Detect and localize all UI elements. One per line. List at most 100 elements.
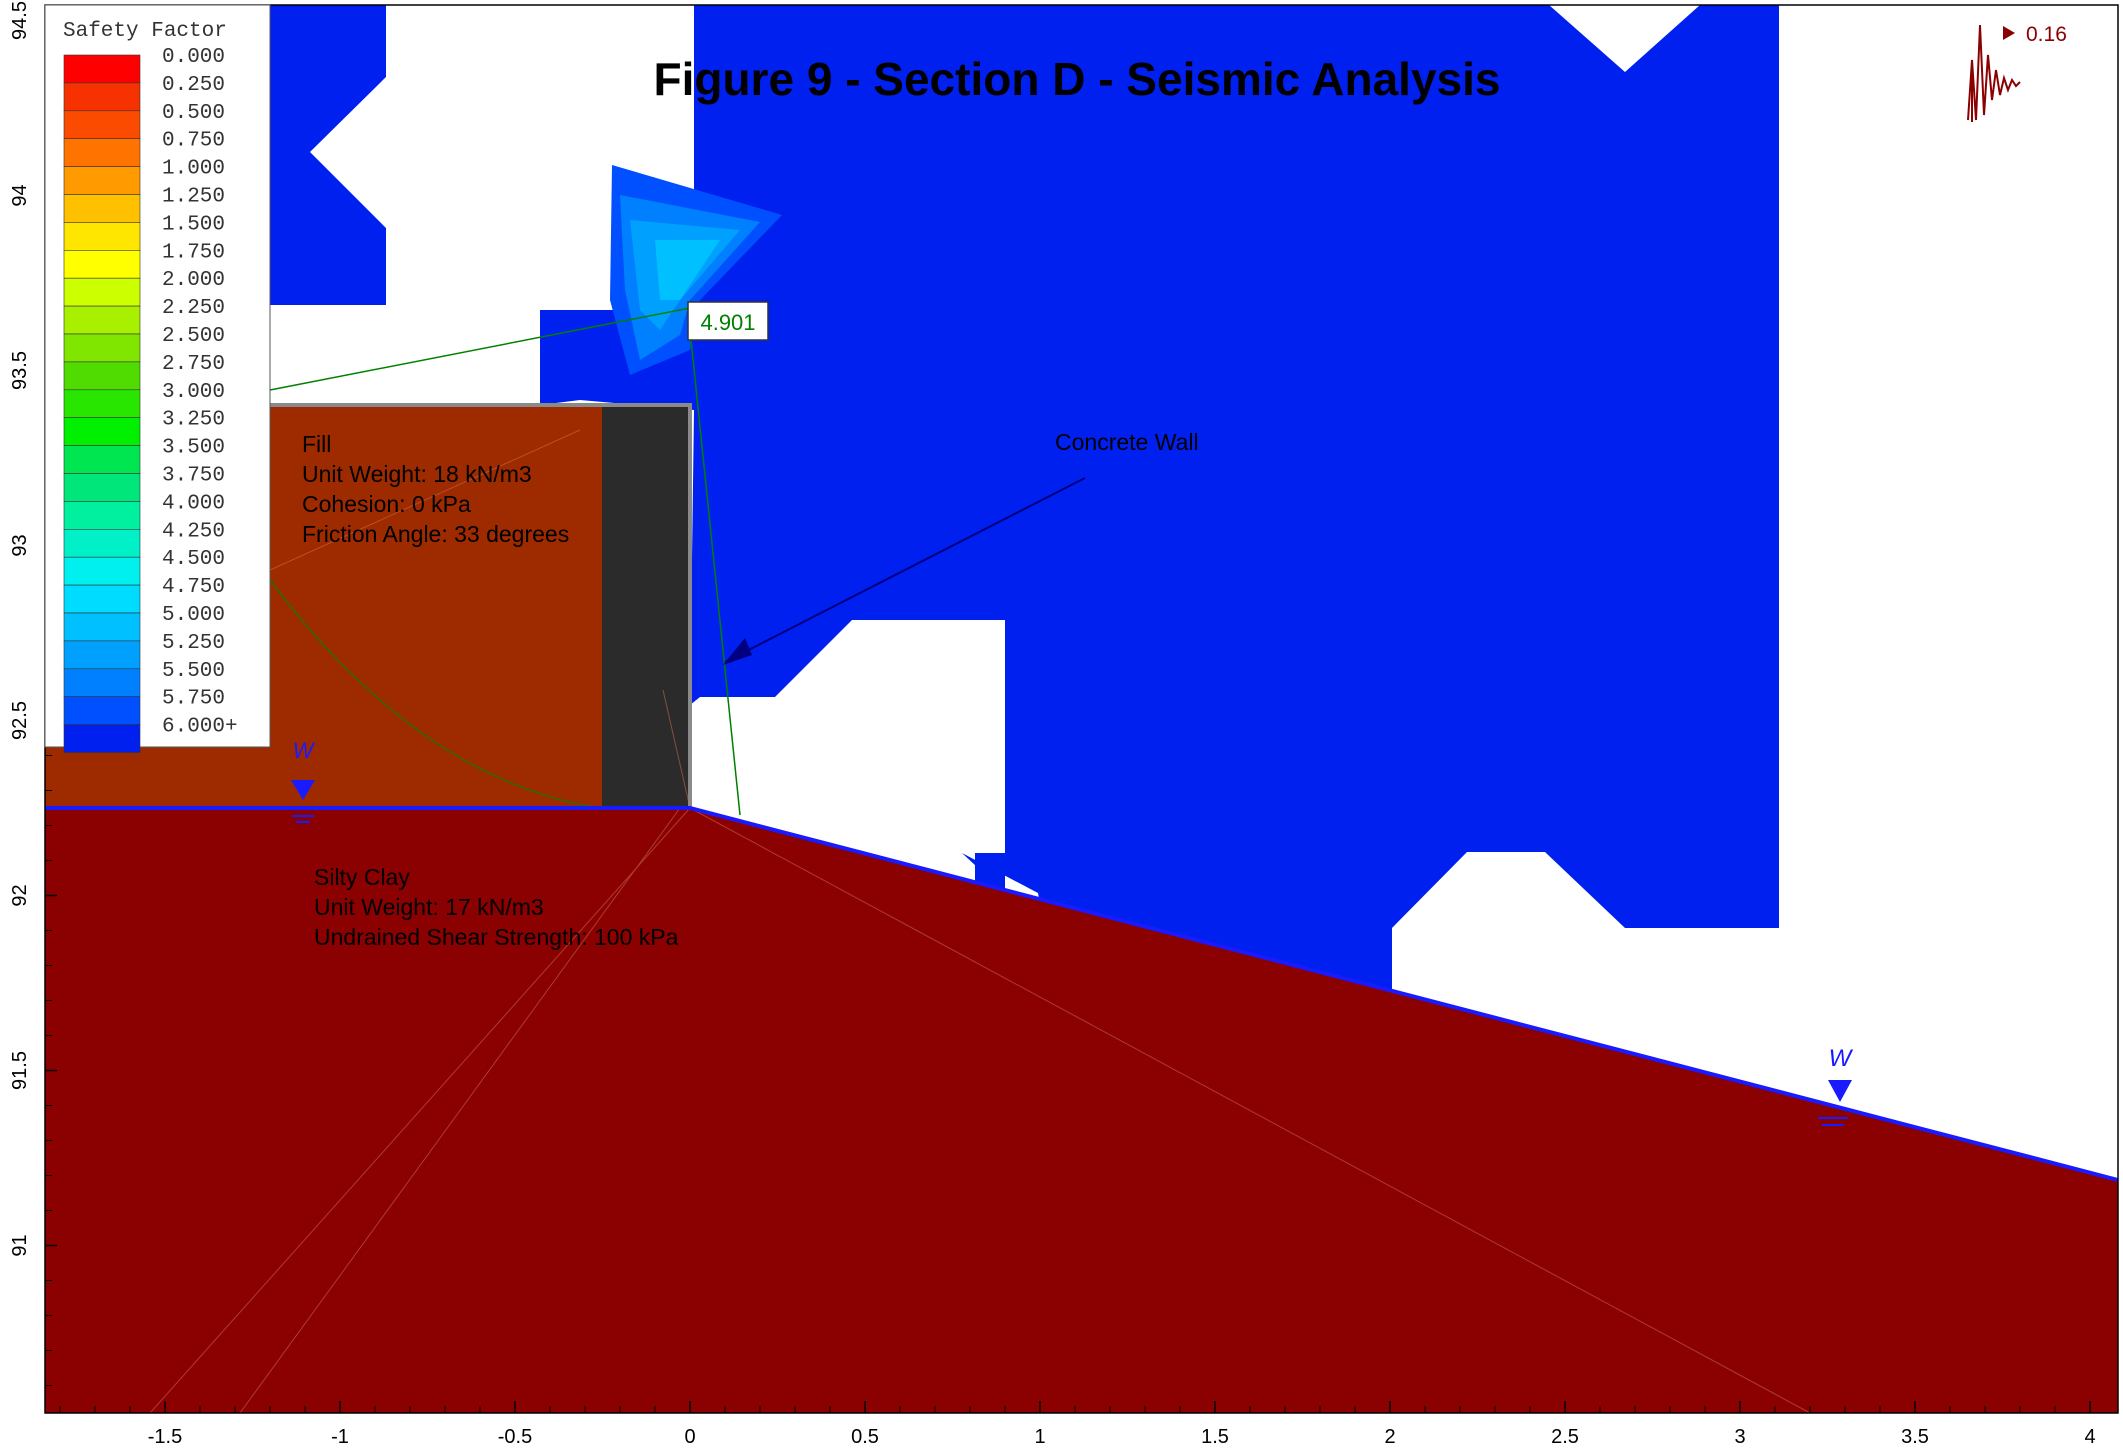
legend-label: 2.250 bbox=[162, 297, 225, 320]
water-marker-left-triangle bbox=[291, 780, 315, 800]
legend-swatch bbox=[63, 724, 141, 753]
legend-swatch bbox=[63, 445, 141, 474]
clay-material-label: Silty Clay Unit Weight: 17 kN/m3 Undrain… bbox=[314, 864, 679, 950]
y-tick-label: 93 bbox=[9, 534, 31, 556]
fill-label-line-3: Cohesion: 0 kPa bbox=[302, 491, 471, 517]
legend-label: 5.250 bbox=[162, 632, 225, 655]
critical-factor-callout: 4.901 bbox=[269, 301, 769, 816]
x-tick-label: 1.5 bbox=[1201, 1426, 1229, 1447]
legend-swatch bbox=[63, 389, 141, 418]
legend-swatch bbox=[63, 250, 141, 279]
legend-label: 4.250 bbox=[162, 520, 225, 543]
x-tick-label: 1 bbox=[1034, 1426, 1045, 1447]
legend-label: 0.500 bbox=[162, 102, 225, 125]
x-tick-label: 4 bbox=[2084, 1426, 2095, 1447]
legend-label: 0.250 bbox=[162, 74, 225, 97]
x-tick-label: 2 bbox=[1384, 1426, 1395, 1447]
y-tick-label: 94 bbox=[9, 184, 31, 206]
water-marker-right: W bbox=[1818, 1045, 1854, 1126]
legend-label: 0.750 bbox=[162, 130, 225, 153]
x-tick-label: 0.5 bbox=[851, 1426, 879, 1447]
legend-swatch bbox=[63, 556, 141, 586]
x-tick-label: 0 bbox=[684, 1426, 695, 1447]
safety-factor-legend: Safety Factor 0.000 0.250 0.500 0.750 1.000 1… bbox=[44, 4, 271, 753]
x-tick-label: -1.5 bbox=[148, 1426, 182, 1447]
legend-entries: 0.000 0.250 0.500 0.750 1.000 1.250 1.500 1.750… bbox=[63, 46, 238, 753]
concrete-wall-label: Concrete Wall bbox=[1055, 429, 1199, 455]
legend-label: 3.500 bbox=[162, 437, 225, 460]
legend-label: 1.500 bbox=[162, 213, 225, 236]
legend-label: 1.000 bbox=[162, 158, 225, 181]
water-table-line bbox=[45, 806, 2119, 1182]
legend-swatch bbox=[63, 668, 141, 697]
legend-label: 5.500 bbox=[162, 660, 225, 683]
clay-label-line-2: Unit Weight: 17 kN/m3 bbox=[314, 894, 544, 920]
fill-label-line-2: Unit Weight: 18 kN/m3 bbox=[302, 461, 532, 487]
seismic-wave-icon bbox=[1967, 24, 2021, 121]
y-axis: 94.5 94 93.5 93 92.5 92 91.5 91 bbox=[9, 1, 57, 1386]
y-tick-label: 92 bbox=[9, 884, 31, 906]
clay-label-line-1: Silty Clay bbox=[314, 864, 410, 890]
legend-swatch bbox=[63, 54, 141, 84]
wall-body bbox=[602, 405, 690, 808]
callout-arrowhead bbox=[723, 638, 752, 665]
wall-outline bbox=[270, 403, 692, 808]
sf-contour-5000 bbox=[655, 240, 720, 300]
legend-swatch bbox=[63, 361, 141, 391]
x-tick-label: 3.5 bbox=[1901, 1426, 1929, 1447]
legend-swatch bbox=[63, 640, 141, 670]
legend-label: 4.000 bbox=[162, 492, 225, 515]
fill-label-line-4: Friction Angle: 33 degrees bbox=[302, 521, 569, 547]
legend-swatch bbox=[63, 417, 141, 446]
legend-title: Safety Factor bbox=[63, 20, 227, 43]
legend-label: 0.000 bbox=[162, 46, 225, 69]
fill-material-label: Fill Unit Weight: 18 kN/m3 Cohesion: 0 k… bbox=[302, 431, 569, 547]
x-axis: -1.5 -1 -0.5 0 0.5 1 1.5 2 2.5 3 3.5 4 bbox=[59, 1401, 2096, 1448]
legend-swatch bbox=[63, 473, 141, 502]
x-tick-label: 2.5 bbox=[1551, 1426, 1579, 1447]
critical-factor-box bbox=[687, 301, 769, 341]
legend-swatch bbox=[63, 501, 141, 530]
legend-swatch bbox=[63, 305, 141, 335]
legend-label: 4.750 bbox=[162, 576, 225, 599]
legend-label: 3.000 bbox=[162, 381, 225, 404]
legend-label: 2.500 bbox=[162, 325, 225, 348]
sf-contour-patch bbox=[610, 165, 782, 375]
analysis-lines bbox=[149, 429, 1811, 1414]
safety-factor-zone bbox=[270, 5, 1779, 1045]
clay-label-line-3: Undrained Shear Strength: 100 kPa bbox=[314, 924, 679, 950]
legend-label: 1.750 bbox=[162, 241, 225, 264]
legend-label: 4.500 bbox=[162, 548, 225, 571]
concrete-wall-callout: Concrete Wall bbox=[723, 429, 1199, 665]
y-tick-label: 93.5 bbox=[9, 351, 31, 390]
x-tick-label: -0.5 bbox=[498, 1426, 532, 1447]
legend-label: 5.750 bbox=[162, 688, 225, 711]
sf-zone-upper-left bbox=[270, 5, 386, 305]
water-marker-right-triangle bbox=[1828, 1080, 1852, 1102]
concrete-wall bbox=[270, 403, 692, 808]
legend-label: 6.000+ bbox=[162, 716, 238, 739]
legend-label: 1.250 bbox=[162, 186, 225, 209]
y-tick-label: 91.5 bbox=[9, 1051, 31, 1090]
legend-label: 3.250 bbox=[162, 409, 225, 432]
legend-swatch bbox=[63, 222, 141, 251]
y-tick-label: 92.5 bbox=[9, 701, 31, 740]
legend-swatch bbox=[63, 110, 141, 140]
sf-zone-main bbox=[540, 5, 1779, 1045]
y-tick-label: 91 bbox=[9, 1234, 31, 1256]
legend-swatch bbox=[63, 138, 141, 167]
slip-surface bbox=[269, 579, 690, 809]
water-marker-left-label: W bbox=[293, 738, 316, 763]
legend-swatch bbox=[63, 612, 141, 642]
legend-label: 3.750 bbox=[162, 465, 225, 488]
legend-swatch bbox=[63, 277, 141, 307]
water-marker-left: W bbox=[291, 738, 316, 823]
seismic-direction-icon bbox=[2003, 26, 2015, 40]
seismic-coefficient: 0.16 bbox=[2026, 23, 2067, 46]
legend-label: 5.000 bbox=[162, 604, 225, 627]
legend-label: 2.000 bbox=[162, 269, 225, 292]
seismic-load-indicator: 0.16 bbox=[1967, 23, 2067, 122]
figure-title: Figure 9 - Section D - Seismic Analysis bbox=[653, 53, 1500, 105]
